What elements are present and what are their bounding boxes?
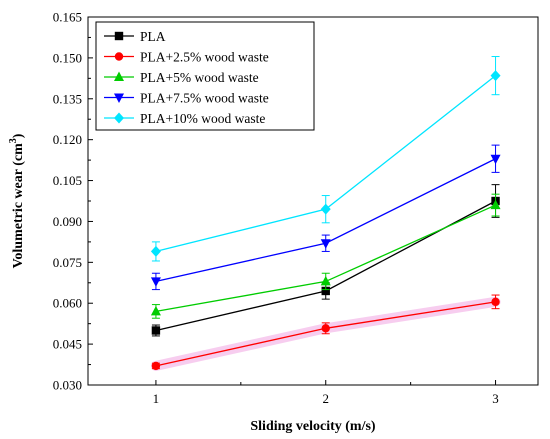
data-point-circle <box>151 361 161 371</box>
y-axis-title-main: Volumetric wear (cm <box>11 143 26 269</box>
series-2 <box>150 193 501 319</box>
x-tick-label: 3 <box>492 391 499 406</box>
y-tick-label: 0.135 <box>53 91 82 106</box>
y-axis: 0.030 0.045 0.060 0.075 0.090 0.105 0.120 0.135… <box>53 10 93 393</box>
series-1 <box>151 294 500 371</box>
legend-label: PLA+7.5% wood waste <box>140 91 269 106</box>
legend: PLA PLA+2.5% wood waste PLA+5% wood waste P… <box>95 21 315 131</box>
data-point-triangle-up <box>320 275 331 286</box>
legend-item: PLA+2.5% wood waste <box>104 50 269 65</box>
y-tick-label: 0.150 <box>53 50 82 65</box>
legend-box <box>95 21 315 131</box>
data-point-square <box>151 326 161 335</box>
legend-label: PLA <box>140 29 166 44</box>
data-point-triangle-up <box>114 71 124 81</box>
series-group <box>150 56 501 371</box>
x-axis: 1 2 3 <box>153 380 499 406</box>
y-tick-label: 0.060 <box>53 296 82 311</box>
y-tick-label: 0.045 <box>53 337 82 352</box>
data-point-triangle-down <box>320 239 331 249</box>
data-point-square <box>114 31 124 41</box>
y-tick-label: 0.120 <box>53 132 82 147</box>
x-tick-label: 2 <box>322 391 329 406</box>
legend-item: PLA+10% wood waste <box>104 111 265 126</box>
legend-label: PLA+2.5% wood waste <box>140 50 269 65</box>
data-point-triangle-up <box>490 199 501 210</box>
legend-item: PLA+5% wood waste <box>104 70 259 85</box>
y-axis-title-superscript: 3 <box>8 138 19 143</box>
legend-label: PLA+5% wood waste <box>140 70 259 85</box>
data-point-triangle-down <box>490 154 501 165</box>
y-axis-title-close: ) <box>11 133 26 138</box>
y-tick-label: 0.075 <box>53 255 82 270</box>
y-tick-label: 0.165 <box>53 10 82 25</box>
data-point-circle <box>114 52 124 61</box>
y-axis-title: Volumetric wear (cm3) <box>8 133 26 268</box>
data-point-circle <box>491 297 500 307</box>
legend-item: PLA+7.5% wood waste <box>104 91 269 106</box>
data-point-diamond <box>150 245 161 257</box>
x-tick-label: 1 <box>153 391 160 406</box>
y-tick-label: 0.030 <box>53 378 82 393</box>
series-4 <box>150 56 501 262</box>
series-3 <box>150 144 501 291</box>
legend-label: PLA+10% wood waste <box>140 111 265 126</box>
data-point-triangle-up <box>150 305 161 316</box>
data-point-triangle-down <box>114 93 124 103</box>
data-point-diamond <box>490 70 501 82</box>
data-point-square <box>321 286 330 296</box>
data-point-diamond <box>114 112 124 124</box>
data-point-triangle-down <box>150 277 161 287</box>
y-tick-label: 0.090 <box>53 214 82 229</box>
y-tick-label: 0.105 <box>53 173 82 188</box>
data-point-diamond <box>320 203 331 215</box>
data-point-circle <box>321 324 330 333</box>
x-axis-title: Sliding velocity (m/s) <box>250 419 376 434</box>
legend-item: PLA <box>104 29 166 44</box>
